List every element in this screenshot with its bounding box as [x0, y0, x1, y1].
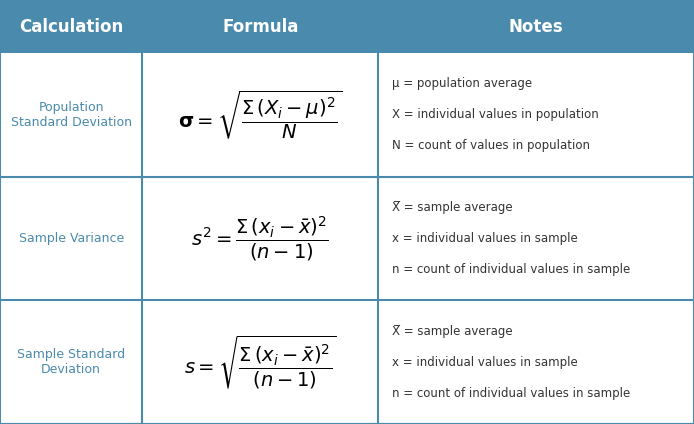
Text: Calculation: Calculation [19, 17, 124, 36]
Bar [0, 53, 694, 177]
Text: X = individual values in population: X = individual values in population [392, 109, 599, 121]
Text: $s^2 = \dfrac{\Sigma\,(x_i - \bar{x})^2}{(n - 1)}$: $s^2 = \dfrac{\Sigma\,(x_i - \bar{x})^2}… [192, 215, 329, 262]
Text: Population
Standard Deviation: Population Standard Deviation [10, 101, 132, 129]
Text: Notes: Notes [509, 17, 564, 36]
Text: x = individual values in sample: x = individual values in sample [392, 232, 578, 245]
Text: X̅ = sample average: X̅ = sample average [392, 325, 513, 338]
Bar [0, 300, 694, 424]
Text: μ = population average: μ = population average [392, 78, 532, 90]
Bar [0, 177, 694, 300]
Text: Sample Standard
Deviation: Sample Standard Deviation [17, 348, 125, 376]
Text: Formula: Formula [222, 17, 298, 36]
Text: Sample Variance: Sample Variance [19, 232, 124, 245]
Text: X̅ = sample average: X̅ = sample average [392, 201, 513, 214]
Text: N = count of values in population: N = count of values in population [392, 139, 590, 152]
Text: n = count of individual values in sample: n = count of individual values in sample [392, 263, 630, 276]
Text: x = individual values in sample: x = individual values in sample [392, 356, 578, 368]
Bar [0, 0, 694, 53]
Text: n = count of individual values in sample: n = count of individual values in sample [392, 387, 630, 399]
Text: $\mathbf{\sigma} = \sqrt{\dfrac{\Sigma\,(X_i - \mu)^2}{N}}$: $\mathbf{\sigma} = \sqrt{\dfrac{\Sigma\,… [178, 89, 342, 141]
Text: $s = \sqrt{\dfrac{\Sigma\,(x_i - \bar{x})^2}{(n - 1)}}$: $s = \sqrt{\dfrac{\Sigma\,(x_i - \bar{x}… [184, 333, 337, 391]
